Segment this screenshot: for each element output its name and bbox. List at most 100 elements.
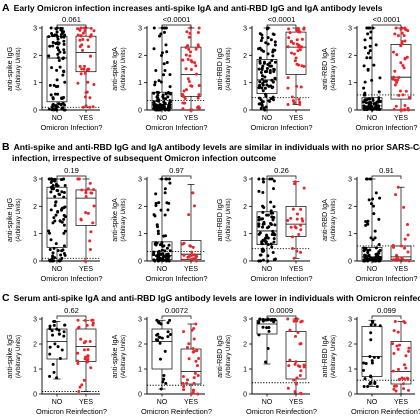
data-point — [364, 258, 368, 262]
data-point — [160, 51, 164, 55]
data-point — [197, 83, 201, 87]
data-point — [51, 362, 55, 366]
data-point — [154, 192, 158, 196]
data-point — [270, 215, 274, 219]
y-tick-label: 1 — [33, 80, 37, 87]
data-point — [257, 67, 261, 71]
data-point — [83, 29, 87, 33]
x-tick-label: NO — [262, 115, 273, 122]
data-point — [47, 229, 51, 233]
data-point — [63, 184, 67, 188]
y-axis-title: anti-spike IgG(Arbitrary Units) — [5, 334, 22, 379]
data-point — [158, 357, 162, 361]
data-point — [369, 30, 373, 34]
data-point — [400, 376, 404, 380]
data-point — [293, 362, 297, 366]
data-point — [368, 44, 372, 48]
data-point — [51, 44, 55, 48]
data-point — [262, 220, 266, 224]
data-point — [295, 84, 299, 88]
data-point — [362, 100, 366, 104]
data-point — [272, 187, 276, 191]
data-point — [54, 104, 58, 108]
data-point — [362, 248, 366, 252]
data-point — [79, 34, 83, 38]
data-point — [61, 56, 65, 60]
data-point — [59, 33, 63, 37]
data-point — [373, 236, 377, 240]
data-point — [395, 253, 399, 257]
data-point — [302, 64, 306, 68]
y-axis-unit: (Arbitrary Units) — [225, 335, 232, 378]
data-point — [57, 192, 61, 196]
data-point — [60, 220, 64, 224]
y-tick-label: 3 — [33, 317, 37, 324]
data-point — [182, 89, 186, 93]
data-point — [295, 27, 299, 31]
data-point — [168, 333, 172, 337]
data-point — [88, 239, 92, 243]
data-point — [89, 26, 93, 30]
data-point — [261, 204, 265, 208]
data-point — [273, 43, 277, 47]
data-point — [270, 177, 274, 181]
data-point — [157, 255, 161, 259]
data-point — [191, 391, 195, 395]
y-tick-label: 3 — [348, 317, 352, 324]
data-point — [61, 107, 65, 111]
data-point — [49, 190, 53, 194]
data-point — [292, 52, 296, 56]
data-point — [265, 27, 269, 31]
x-tick-label: YES — [289, 399, 303, 406]
data-point — [53, 256, 57, 260]
data-point — [54, 200, 58, 204]
data-point — [407, 349, 411, 353]
data-point — [55, 30, 59, 34]
data-point — [191, 388, 195, 392]
data-point — [63, 229, 67, 233]
y-tick-label: 3 — [348, 177, 352, 184]
data-point — [196, 96, 200, 100]
data-point — [53, 219, 57, 223]
data-point — [62, 330, 66, 334]
data-point — [182, 241, 186, 245]
data-point — [76, 351, 80, 355]
data-point — [84, 191, 88, 195]
data-point — [266, 62, 270, 66]
data-point — [167, 259, 171, 263]
data-point — [299, 85, 303, 89]
x-axis-title: Omicron Reinfection? — [351, 407, 420, 416]
y-tick-label: 2 — [33, 53, 37, 60]
data-point — [268, 71, 272, 75]
data-point — [362, 368, 366, 372]
data-point — [295, 42, 299, 46]
data-point — [52, 187, 56, 191]
data-point — [368, 56, 372, 60]
data-point — [265, 233, 269, 237]
data-point — [193, 371, 197, 375]
data-point — [260, 68, 264, 72]
y-axis-unit: (Arbitrary Units) — [330, 335, 337, 378]
data-point — [293, 59, 297, 63]
data-point — [264, 360, 268, 364]
data-point — [298, 373, 302, 377]
x-axis-title: Omicron Infection? — [355, 274, 417, 283]
data-point — [167, 177, 171, 181]
data-point — [89, 366, 93, 370]
x-tick-label: YES — [289, 266, 303, 273]
data-point — [292, 101, 296, 105]
data-point — [47, 107, 51, 111]
data-point — [81, 31, 85, 35]
data-point — [267, 99, 271, 103]
data-point — [181, 107, 185, 111]
data-point — [266, 347, 270, 351]
data-point — [395, 80, 399, 84]
data-point — [257, 259, 261, 263]
data-point — [266, 254, 270, 258]
data-point — [152, 47, 156, 51]
data-point — [371, 320, 375, 324]
data-point — [369, 323, 373, 327]
data-point — [260, 104, 264, 108]
data-point — [369, 236, 373, 240]
data-point — [289, 225, 293, 229]
